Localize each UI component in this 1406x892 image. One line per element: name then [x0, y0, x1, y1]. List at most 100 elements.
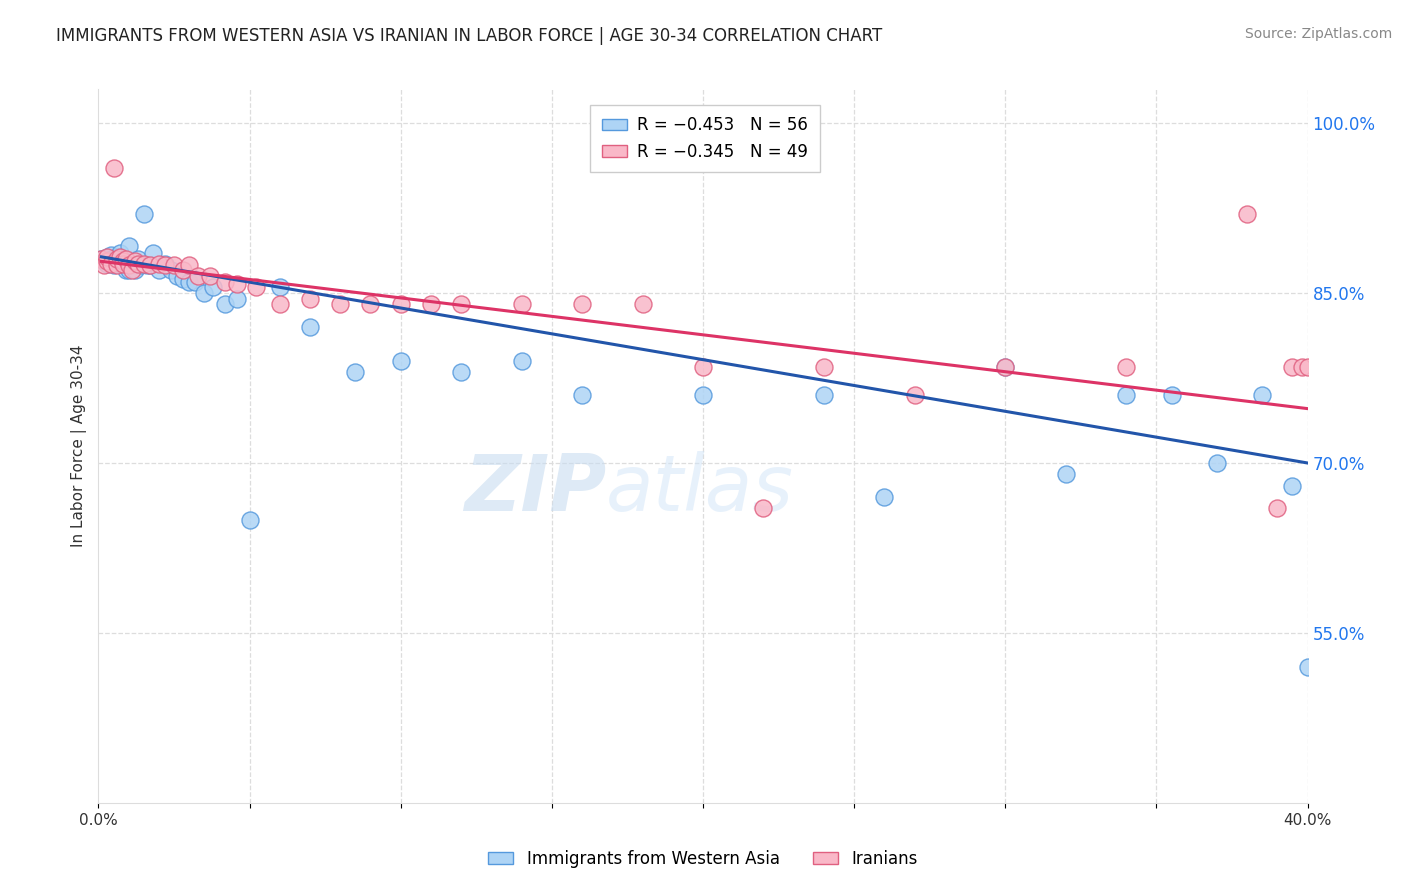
Point [93, 258, 115, 272]
Legend: R = −0.453   N = 56, R = −0.345   N = 49: R = −0.453 N = 56, R = −0.345 N = 49 [591, 104, 820, 172]
Point [1115, 359, 1137, 374]
Point [904, 388, 927, 402]
Point [1281, 359, 1303, 374]
Point [114, 254, 136, 268]
Point [103, 258, 125, 272]
Point [142, 246, 165, 260]
Point [571, 388, 593, 402]
Text: ZIP: ZIP [464, 450, 606, 527]
Point [100, 252, 122, 266]
Point [132, 257, 155, 271]
Point [108, 250, 131, 264]
Point [1296, 359, 1319, 374]
Point [100, 247, 122, 261]
Point [96, 254, 118, 268]
Point [90, 252, 112, 266]
Point [450, 365, 472, 379]
Point [214, 275, 236, 289]
Point [129, 258, 152, 272]
Point [1054, 467, 1077, 482]
Point [269, 280, 291, 294]
Point [193, 286, 215, 301]
Point [108, 246, 131, 260]
Point [96, 250, 118, 264]
Point [994, 359, 1017, 374]
Point [172, 263, 194, 277]
Point [389, 354, 412, 368]
Point [994, 359, 1017, 374]
Point [184, 275, 207, 289]
Point [226, 277, 249, 291]
Point [299, 292, 322, 306]
Point [1206, 456, 1229, 470]
Point [510, 297, 533, 311]
Point [239, 513, 262, 527]
Point [127, 252, 149, 266]
Text: Source: ZipAtlas.com: Source: ZipAtlas.com [1244, 27, 1392, 41]
Point [93, 254, 115, 268]
Point [692, 359, 714, 374]
Point [135, 258, 157, 272]
Point [571, 297, 593, 311]
Point [269, 297, 291, 311]
Point [118, 238, 141, 252]
Point [187, 269, 209, 284]
Legend: Immigrants from Western Asia, Iranians: Immigrants from Western Asia, Iranians [482, 844, 924, 875]
Point [139, 258, 162, 272]
Point [450, 297, 472, 311]
Point [114, 263, 136, 277]
Point [114, 252, 136, 266]
Point [1281, 478, 1303, 492]
Point [132, 207, 155, 221]
Point [1115, 388, 1137, 402]
Point [1236, 207, 1258, 221]
Point [96, 257, 118, 271]
Point [103, 254, 125, 268]
Point [139, 258, 162, 272]
Y-axis label: In Labor Force | Age 30-34: In Labor Force | Age 30-34 [72, 344, 87, 548]
Point [90, 252, 112, 266]
Point [105, 250, 128, 264]
Point [179, 275, 201, 289]
Point [153, 258, 176, 272]
Point [127, 257, 149, 271]
Point [118, 263, 141, 277]
Point [105, 252, 128, 266]
Point [105, 257, 128, 271]
Point [172, 272, 194, 286]
Point [103, 161, 125, 176]
Point [148, 263, 170, 277]
Point [124, 254, 146, 268]
Point [100, 257, 122, 271]
Point [1267, 501, 1289, 516]
Point [111, 252, 134, 266]
Point [873, 490, 896, 504]
Point [121, 258, 143, 272]
Point [214, 297, 236, 311]
Point [111, 258, 134, 272]
Point [111, 254, 134, 268]
Point [631, 297, 654, 311]
Point [200, 269, 222, 284]
Point [813, 388, 835, 402]
Point [105, 258, 128, 272]
Point [226, 292, 249, 306]
Point [360, 297, 382, 311]
Point [420, 297, 443, 311]
Point [1160, 388, 1182, 402]
Point [202, 280, 225, 294]
Point [166, 269, 188, 284]
Point [692, 388, 714, 402]
Point [153, 257, 176, 271]
Point [245, 280, 267, 294]
Point [111, 257, 134, 271]
Point [344, 365, 367, 379]
Text: IMMIGRANTS FROM WESTERN ASIA VS IRANIAN IN LABOR FORCE | AGE 30-34 CORRELATION C: IMMIGRANTS FROM WESTERN ASIA VS IRANIAN … [56, 27, 883, 45]
Point [108, 254, 131, 268]
Point [1251, 388, 1274, 402]
Point [299, 320, 322, 334]
Point [163, 258, 186, 272]
Point [510, 354, 533, 368]
Text: atlas: atlas [606, 450, 794, 527]
Point [121, 263, 143, 277]
